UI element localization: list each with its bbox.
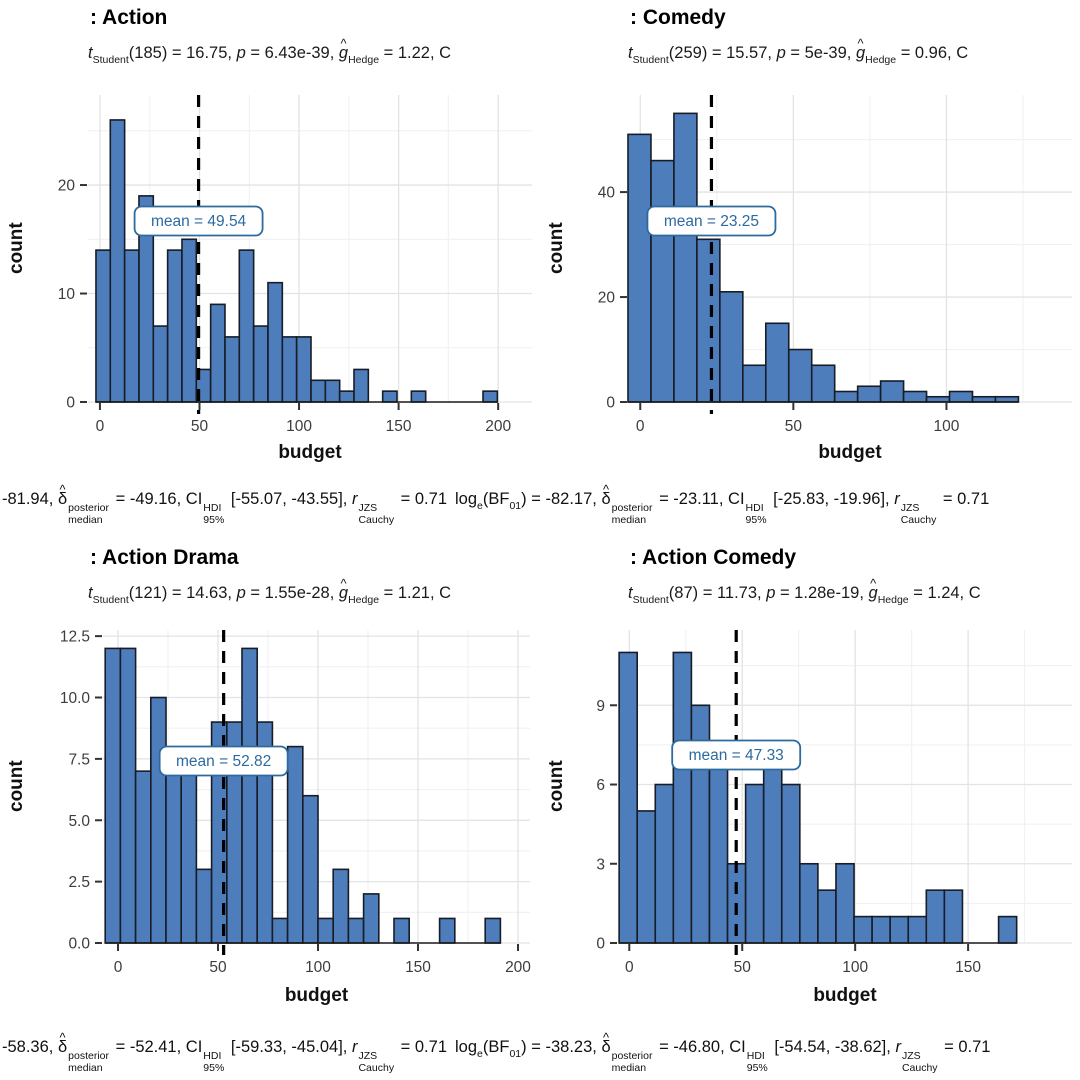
panel-action-drama: : Action Drama tStudent(121) = 14.63, p … [0,540,540,1018]
caption-action: -81.94, δ ^ posterior median = -49.16, CI HD… [2,482,447,526]
svg-text:100: 100 [934,418,960,435]
svg-text:0: 0 [636,418,645,435]
x-axis-label: budget [284,985,349,1006]
svg-text:50: 50 [191,418,209,435]
svg-text:10.0: 10.0 [60,690,91,707]
svg-text:150: 150 [405,959,431,976]
svg-text:0: 0 [625,959,634,976]
svg-text:mean = 47.33: mean = 47.33 [689,747,784,764]
histogram-chart: 0 50 100 150 200 0 10 20 mean = 49.54 [58,95,532,435]
histogram-chart: 0 50 100 150 200 0.0 2.5 5.0 7.5 10.0 12.5 mean = 5… [60,629,531,976]
panel-action-comedy: : Action Comedy tStudent(87) = 11.73, p … [540,540,1080,1018]
svg-text:40: 40 [598,185,616,202]
svg-text:150: 150 [386,418,412,435]
svg-text:3: 3 [596,856,605,873]
svg-text:150: 150 [955,959,981,976]
svg-text:20: 20 [58,178,76,195]
svg-text:6: 6 [596,777,605,794]
panel-title: : Action [90,6,168,29]
caption-comedy: loge(BF01) = -82.17, δ ^ posterior median =… [455,482,990,526]
svg-text:20: 20 [598,290,616,307]
svg-text:10: 10 [58,286,76,303]
panel-title: : Action Comedy [630,546,797,569]
svg-text:0.0: 0.0 [68,936,90,953]
svg-text:0: 0 [66,395,75,412]
x-axis-label: budget [278,442,342,463]
panel-title: : Action Drama [90,546,239,569]
panel-subtitle: tStudent(87) = 11.73, p = 1.28e-19, g ^ He… [628,576,981,606]
svg-text:50: 50 [734,959,752,976]
panel-subtitle: tStudent(121) = 14.63, p = 1.55e-28, g ^ H… [88,576,452,606]
svg-text:0: 0 [96,418,105,435]
panel-title: : Comedy [630,6,726,29]
svg-text:2.5: 2.5 [68,874,90,891]
svg-text:100: 100 [286,418,312,435]
svg-text:50: 50 [209,959,227,976]
svg-text:0: 0 [606,395,615,412]
histogram-chart: 0 50 100 0 20 40 mean = 23.25 [598,95,1072,435]
svg-text:5.0: 5.0 [68,813,90,830]
svg-text:12.5: 12.5 [60,629,90,646]
caption-action-drama: -58.36, δ ^ posterior median = -52.41, CI HD… [2,1030,447,1074]
svg-text:7.5: 7.5 [68,751,90,768]
panel-subtitle: tStudent(185) = 16.75, p = 6.43e-39, g ^ H… [88,36,452,66]
svg-text:50: 50 [785,418,803,435]
x-axis-label: budget [818,442,882,463]
svg-text:100: 100 [305,959,331,976]
panel-subtitle: tStudent(259) = 15.57, p = 5e-39, g ^ Hedg… [628,36,969,66]
caption-row: -81.94, δ ^ posterior median = -49.16, CI HD… [0,478,1080,532]
caption-row: -58.36, δ ^ posterior median = -52.41, CI HD… [0,1026,1080,1080]
panel-comedy: : Comedy tStudent(259) = 15.57, p = 5e-3… [540,0,1080,478]
svg-text:0: 0 [596,936,605,953]
svg-text:mean = 52.82: mean = 52.82 [176,753,271,770]
svg-text:200: 200 [505,959,531,976]
x-axis-label: budget [813,985,877,1006]
svg-text:200: 200 [485,418,511,435]
caption-action-comedy: loge(BF01) = -38.23, δ ^ posterior median =… [455,1030,991,1074]
svg-text:mean = 49.54: mean = 49.54 [151,213,247,230]
svg-text:0: 0 [114,959,123,976]
svg-text:mean = 23.25: mean = 23.25 [664,213,759,230]
panel-action: : Action tStudent(185) = 16.75, p = 6.43… [0,0,540,478]
svg-text:100: 100 [842,959,868,976]
histogram-chart: 0 50 100 150 0 3 6 9 mean = 47.33 [596,630,1072,976]
svg-text:9: 9 [596,698,605,715]
